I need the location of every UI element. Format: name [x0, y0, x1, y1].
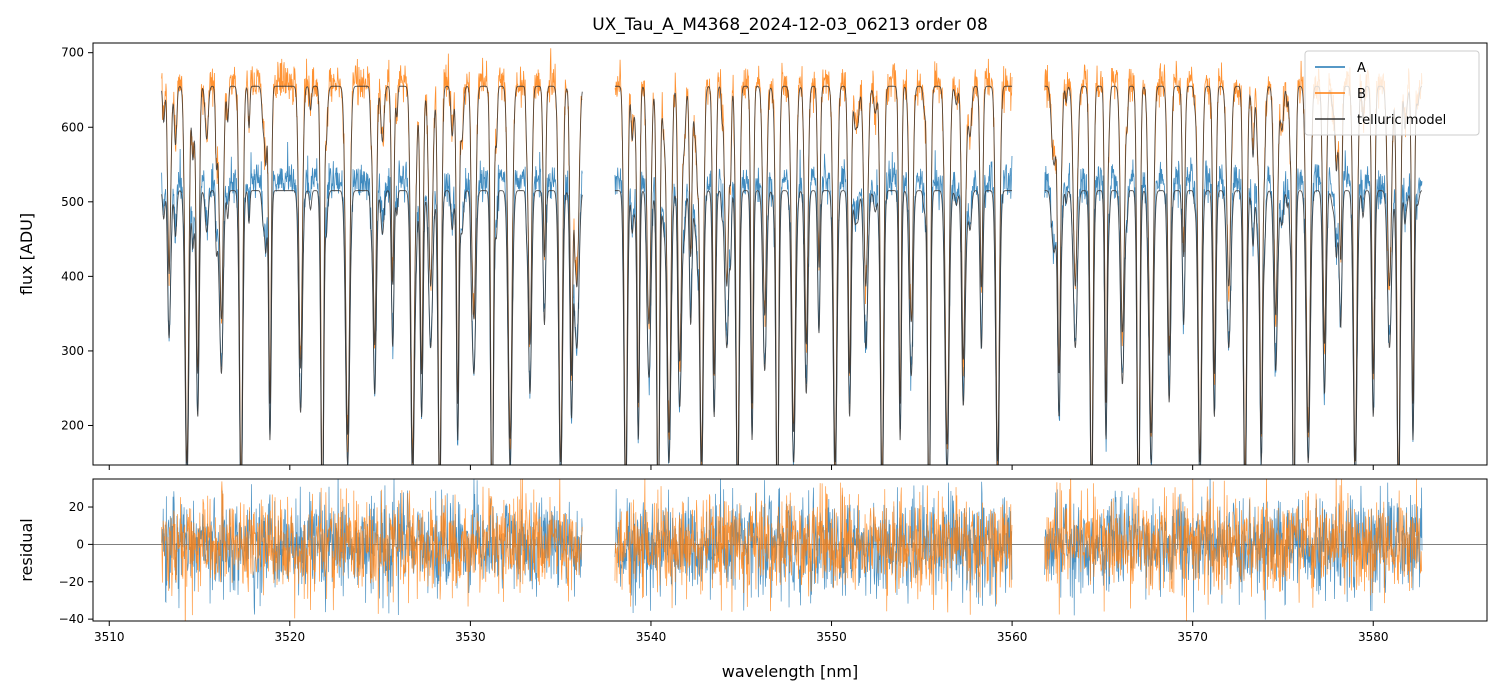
x-tick-label: 3580: [1358, 630, 1389, 644]
legend-entry-telluric-model-label: telluric model: [1357, 113, 1446, 128]
x-tick-label: 3560: [997, 630, 1028, 644]
x-tick-label: 3540: [636, 630, 667, 644]
bottom-y-tick-label: −20: [59, 575, 84, 589]
bottom-y-tick-label: 20: [69, 500, 84, 514]
x-tick-label: 3520: [275, 630, 306, 644]
residual-B-line: [161, 479, 1423, 621]
x-axis-label: wavelength [nm]: [722, 662, 859, 681]
legend-entry-A-label: A: [1357, 61, 1366, 76]
legend-entry-B-label: B: [1357, 87, 1366, 102]
x-tick-label: 3570: [1177, 630, 1208, 644]
top-y-tick-label: 200: [61, 418, 84, 432]
bottom-y-tick-label: 0: [76, 537, 84, 551]
top-y-axis-label: flux [ADU]: [17, 213, 36, 295]
top-y-tick-label: 400: [61, 269, 84, 283]
top-y-tick-label: 500: [61, 195, 84, 209]
bottom-panel-frame: [92, 478, 1488, 622]
top-panel-frame: [92, 42, 1488, 466]
top-panel-plot-area: [161, 48, 1423, 465]
top-y-tick-label: 600: [61, 120, 84, 134]
legend-box: [1304, 50, 1480, 136]
x-tick-label: 3530: [455, 630, 486, 644]
top-y-tick-label: 300: [61, 344, 84, 358]
series-telluric-model-A-line: [161, 190, 1423, 465]
bottom-panel-plot-area: [93, 479, 1487, 621]
top-y-tick-label: 700: [61, 46, 84, 60]
chart-title: UX_Tau_A_M4368_2024-12-03_06213 order 08: [592, 15, 988, 35]
x-tick-label: 3550: [816, 630, 847, 644]
bottom-y-axis-label: residual: [17, 518, 36, 581]
x-tick-label: 3510: [94, 630, 125, 644]
bottom-y-tick-label: −40: [59, 612, 84, 626]
